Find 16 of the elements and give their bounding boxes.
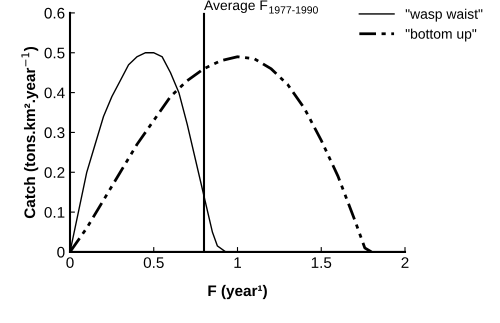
y-tick-label: 0 xyxy=(57,246,65,258)
y-tick-label: 0.5 xyxy=(44,48,64,58)
legend-label: "bottom up" xyxy=(406,28,476,42)
y-tick-label: 0.3 xyxy=(44,127,64,138)
x-tick-label: 1.5 xyxy=(312,257,332,268)
legend-label: "wasp waist" xyxy=(406,8,482,22)
y-tick-label: 0.2 xyxy=(44,167,64,178)
y-tick-label: 0.6 xyxy=(44,8,64,19)
y-axis-title: Catch (tons.km².year$^{−1}$) xyxy=(21,46,38,218)
x-tick-label: 2 xyxy=(402,257,408,268)
x-tick-label: 0 xyxy=(66,257,74,268)
y-tick-label: 0.4 xyxy=(44,87,65,98)
x-axis-title: F (year¹) xyxy=(208,284,267,300)
x-tick-label: 0.5 xyxy=(144,257,164,268)
x-tick-label: 1 xyxy=(234,257,242,268)
y-tick-label: 0.1 xyxy=(44,206,64,218)
